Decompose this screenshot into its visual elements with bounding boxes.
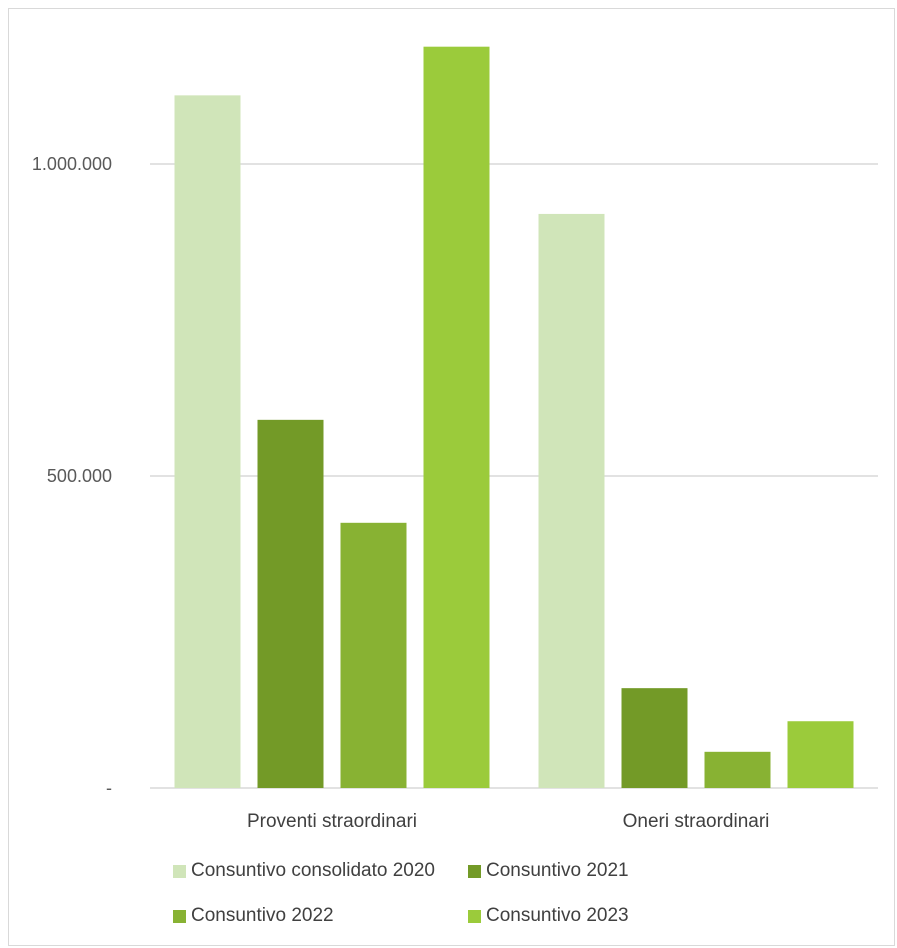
bar-1-series-3 xyxy=(340,522,407,788)
legend-swatch-series-2 xyxy=(468,864,481,878)
bar-1-series-4 xyxy=(423,46,490,789)
bar-1-series-1 xyxy=(174,95,241,789)
legend-label-series-2: Consuntivo 2021 xyxy=(486,860,629,881)
legend-label-series-1: Consuntivo consolidato 2020 xyxy=(191,860,436,881)
bar-2-series-4 xyxy=(787,721,854,788)
legend-swatch-series-1 xyxy=(173,864,186,878)
legend-item-series-1: Consuntivo consolidato 2020 xyxy=(173,860,435,882)
bar-2-series-2 xyxy=(621,688,688,788)
bars xyxy=(174,46,854,789)
legend-swatch-series-3 xyxy=(173,909,186,923)
legend-label-series-3: Consuntivo 2022 xyxy=(191,905,334,926)
legend-item-series-2: Consuntivo 2021 xyxy=(468,860,629,882)
category-label-2: Oneri straordinari xyxy=(623,811,770,832)
x-axis-categories: Proventi straordinari Oneri straordinari xyxy=(247,811,769,832)
y-tick-label-0: - xyxy=(106,778,112,798)
legend-item-series-3: Consuntivo 2022 xyxy=(173,905,334,927)
category-label-1: Proventi straordinari xyxy=(247,811,417,832)
legend-label-series-4: Consuntivo 2023 xyxy=(486,905,629,926)
legend-swatch-series-4 xyxy=(468,909,481,923)
y-axis-ticks: - 500.000 1.000.000 xyxy=(32,154,112,798)
bar-2-series-3 xyxy=(704,751,771,788)
y-tick-label-1: 500.000 xyxy=(47,466,112,486)
y-tick-label-2: 1.000.000 xyxy=(32,154,112,174)
legend-item-series-4: Consuntivo 2023 xyxy=(468,905,629,927)
bar-1-series-2 xyxy=(257,419,324,788)
bar-2-series-1 xyxy=(538,213,605,789)
